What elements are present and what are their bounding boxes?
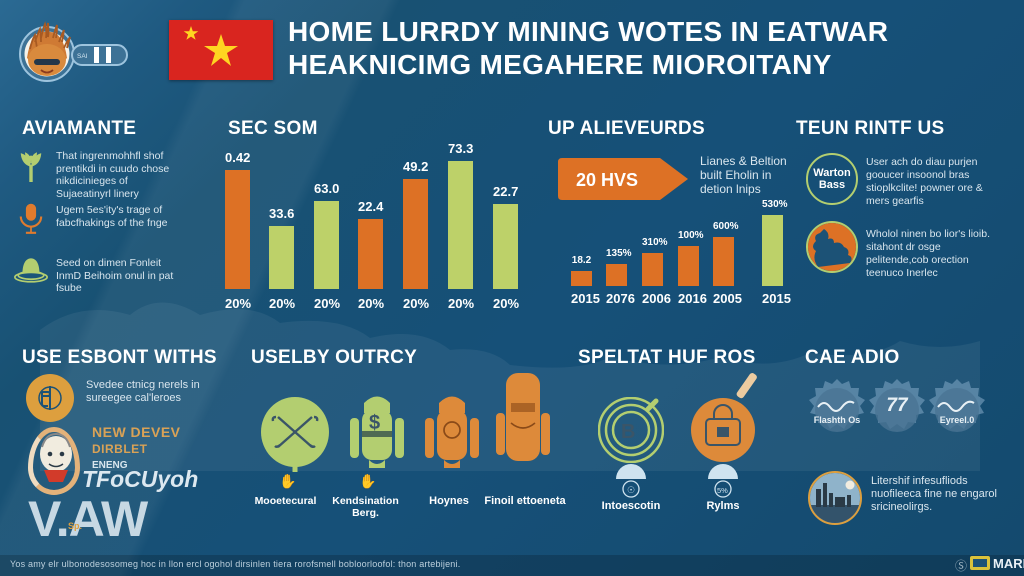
svg-text:SAI: SAI: [77, 53, 88, 60]
svg-text:5%: 5%: [717, 486, 728, 495]
svg-text:$: $: [369, 412, 380, 434]
svg-text:20 HVS: 20 HVS: [576, 170, 638, 190]
svg-text:B: B: [621, 421, 635, 443]
svg-text:☉: ☉: [627, 485, 635, 495]
